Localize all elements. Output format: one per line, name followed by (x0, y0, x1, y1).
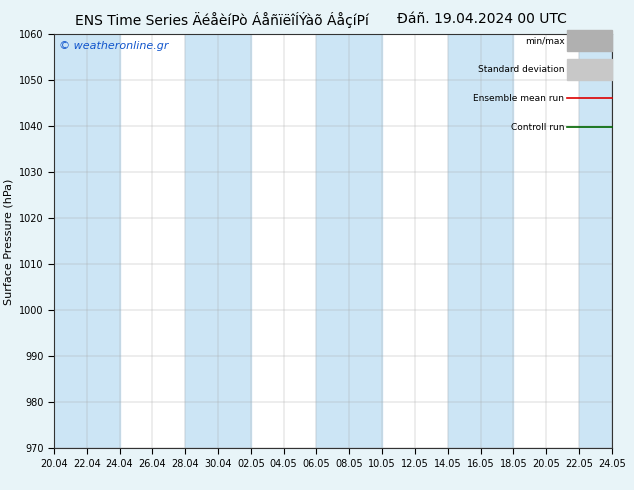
Text: min/max: min/max (525, 36, 564, 45)
Bar (316, 34, 382, 448)
Text: Standard deviation: Standard deviation (478, 65, 564, 74)
Bar (567, 59, 612, 80)
Y-axis label: Surface Pressure (hPa): Surface Pressure (hPa) (3, 178, 13, 304)
Text: ENS Time Series ÄéåèíPò ÁåñïëîÍÝàõ ÁåçíPí: ENS Time Series ÄéåèíPò ÁåñïëîÍÝàõ ÁåçíP… (75, 12, 369, 28)
Bar (54, 34, 120, 448)
Text: Ensemble mean run: Ensemble mean run (474, 94, 564, 103)
Text: © weatheronline.gr: © weatheronline.gr (60, 41, 169, 50)
Bar (567, 30, 612, 51)
Text: Ðáñ. 19.04.2024 00 UTC: Ðáñ. 19.04.2024 00 UTC (397, 12, 567, 26)
Bar (448, 34, 514, 448)
Text: Controll run: Controll run (511, 123, 564, 132)
Bar (579, 34, 634, 448)
Bar (185, 34, 251, 448)
